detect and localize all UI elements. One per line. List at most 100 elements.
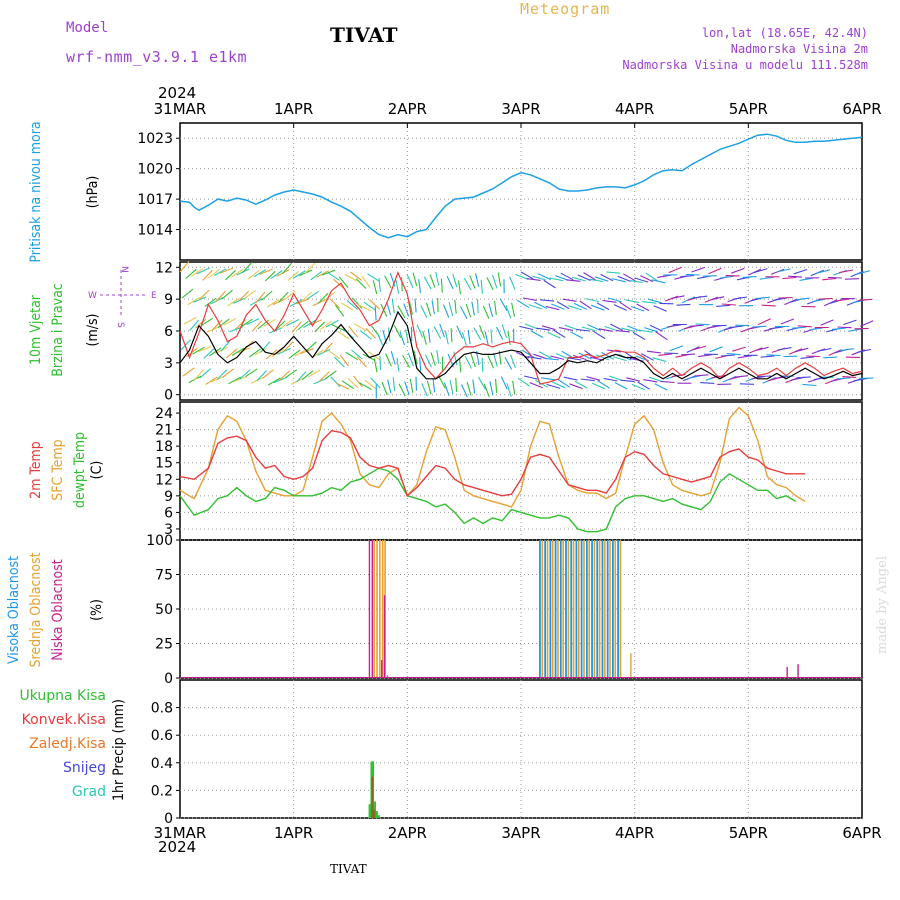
wind-barb xyxy=(760,355,775,358)
wind-barb xyxy=(539,299,555,302)
wind-barb xyxy=(293,270,306,279)
wind-barb xyxy=(452,273,458,288)
wind-barb xyxy=(425,302,432,317)
wind-barb xyxy=(423,276,432,290)
wind-barb xyxy=(483,383,490,398)
wind-barb xyxy=(793,268,808,275)
wind-barb xyxy=(700,382,715,384)
wind-barb xyxy=(489,381,494,396)
wind-barb xyxy=(466,381,472,396)
wind-barb xyxy=(334,356,345,368)
compass-n: N xyxy=(119,266,129,273)
wind-barb xyxy=(429,274,436,288)
wind-barb xyxy=(280,319,293,329)
wind-barb xyxy=(721,303,736,306)
x-tick-bottom: 1APR xyxy=(274,824,313,842)
wind-barb xyxy=(792,326,807,329)
wind-barb xyxy=(322,342,334,354)
wind-barb xyxy=(799,277,814,281)
y-tick-pressure: 1017 xyxy=(137,192,173,208)
wind-barb xyxy=(219,267,234,274)
wind-barb xyxy=(512,380,516,395)
y-tick-cloud: 25 xyxy=(155,637,173,653)
wind-barb xyxy=(612,356,627,362)
wind-barb xyxy=(572,276,586,282)
wind-barb xyxy=(580,378,595,382)
wind-barb xyxy=(600,273,614,282)
wind-barb xyxy=(733,296,748,300)
wind-barb xyxy=(587,324,601,331)
wind-barb xyxy=(270,270,283,280)
wind-barb xyxy=(339,354,349,367)
wind-barb xyxy=(552,381,566,389)
wind-barb xyxy=(595,354,610,361)
wind-barb xyxy=(304,262,316,274)
y-tick-temp: 9 xyxy=(164,489,173,505)
wind-barb xyxy=(547,331,561,339)
x-tick-top: 4APR xyxy=(615,100,654,118)
wind-barb xyxy=(510,354,516,369)
wind-barb xyxy=(392,377,396,392)
wind-barb xyxy=(195,318,207,329)
wind-barb xyxy=(351,349,363,360)
wind-barb xyxy=(335,304,345,317)
wind-barb xyxy=(493,352,498,367)
wind-barb xyxy=(505,305,512,319)
wind-barb xyxy=(628,279,643,284)
wind-barb xyxy=(373,358,378,373)
wind-barb xyxy=(794,347,809,353)
wind-barb xyxy=(323,291,336,302)
precip-legend-3: Snijeg xyxy=(63,760,106,776)
wind-barb xyxy=(363,301,376,311)
wind-barb xyxy=(631,383,646,391)
wind-barb xyxy=(288,349,301,359)
wind-barb xyxy=(773,376,789,379)
wind-barb xyxy=(317,292,329,304)
wind-speed-line xyxy=(179,310,863,380)
pressure-line xyxy=(179,133,863,239)
wind-barb xyxy=(180,339,191,351)
wind-barb xyxy=(541,325,556,331)
wind-barb xyxy=(303,319,316,329)
wind-barb xyxy=(504,356,513,370)
wind-barb xyxy=(560,272,574,281)
wind-barb xyxy=(658,353,673,356)
precip-legend-2: Zaledj.Kisa xyxy=(29,736,106,752)
wind-barb xyxy=(716,304,731,307)
wind-barb xyxy=(623,273,636,282)
wind-barb xyxy=(200,317,214,327)
wind-barb xyxy=(844,278,859,280)
wind-barb xyxy=(301,370,314,381)
wind-barb xyxy=(494,300,497,315)
wind-barb xyxy=(638,329,653,333)
wind-barb xyxy=(442,304,450,318)
y-tick-cloud: 100 xyxy=(146,533,173,549)
wind-barb xyxy=(255,291,266,304)
x-tick-top: 3APR xyxy=(501,100,540,118)
wind-barb xyxy=(766,354,781,357)
wind-barb xyxy=(197,346,212,353)
wind-barb xyxy=(327,272,340,281)
wind-barb xyxy=(568,305,582,311)
wind-barb xyxy=(183,316,197,325)
wind-barb xyxy=(416,324,424,338)
wind-barb xyxy=(374,306,377,321)
wind-barb xyxy=(355,278,367,289)
wind-barb xyxy=(406,274,414,289)
wind-barb xyxy=(581,326,596,332)
wind-barb xyxy=(643,379,658,383)
wind-barb xyxy=(566,279,581,282)
wind-barb xyxy=(266,298,280,308)
wind-barb xyxy=(291,321,302,333)
y-tick-wind: 12 xyxy=(155,260,173,276)
precip-conv-bar xyxy=(371,776,374,818)
wind-barb xyxy=(609,375,623,382)
wind-barb xyxy=(306,290,319,300)
wind-barb xyxy=(606,271,621,274)
wind-barb xyxy=(307,369,321,378)
wind-barb xyxy=(507,331,511,346)
wind-barb xyxy=(474,273,480,287)
wind-barb xyxy=(553,329,566,339)
wind-barb xyxy=(238,290,250,302)
wind-barb xyxy=(436,349,440,364)
